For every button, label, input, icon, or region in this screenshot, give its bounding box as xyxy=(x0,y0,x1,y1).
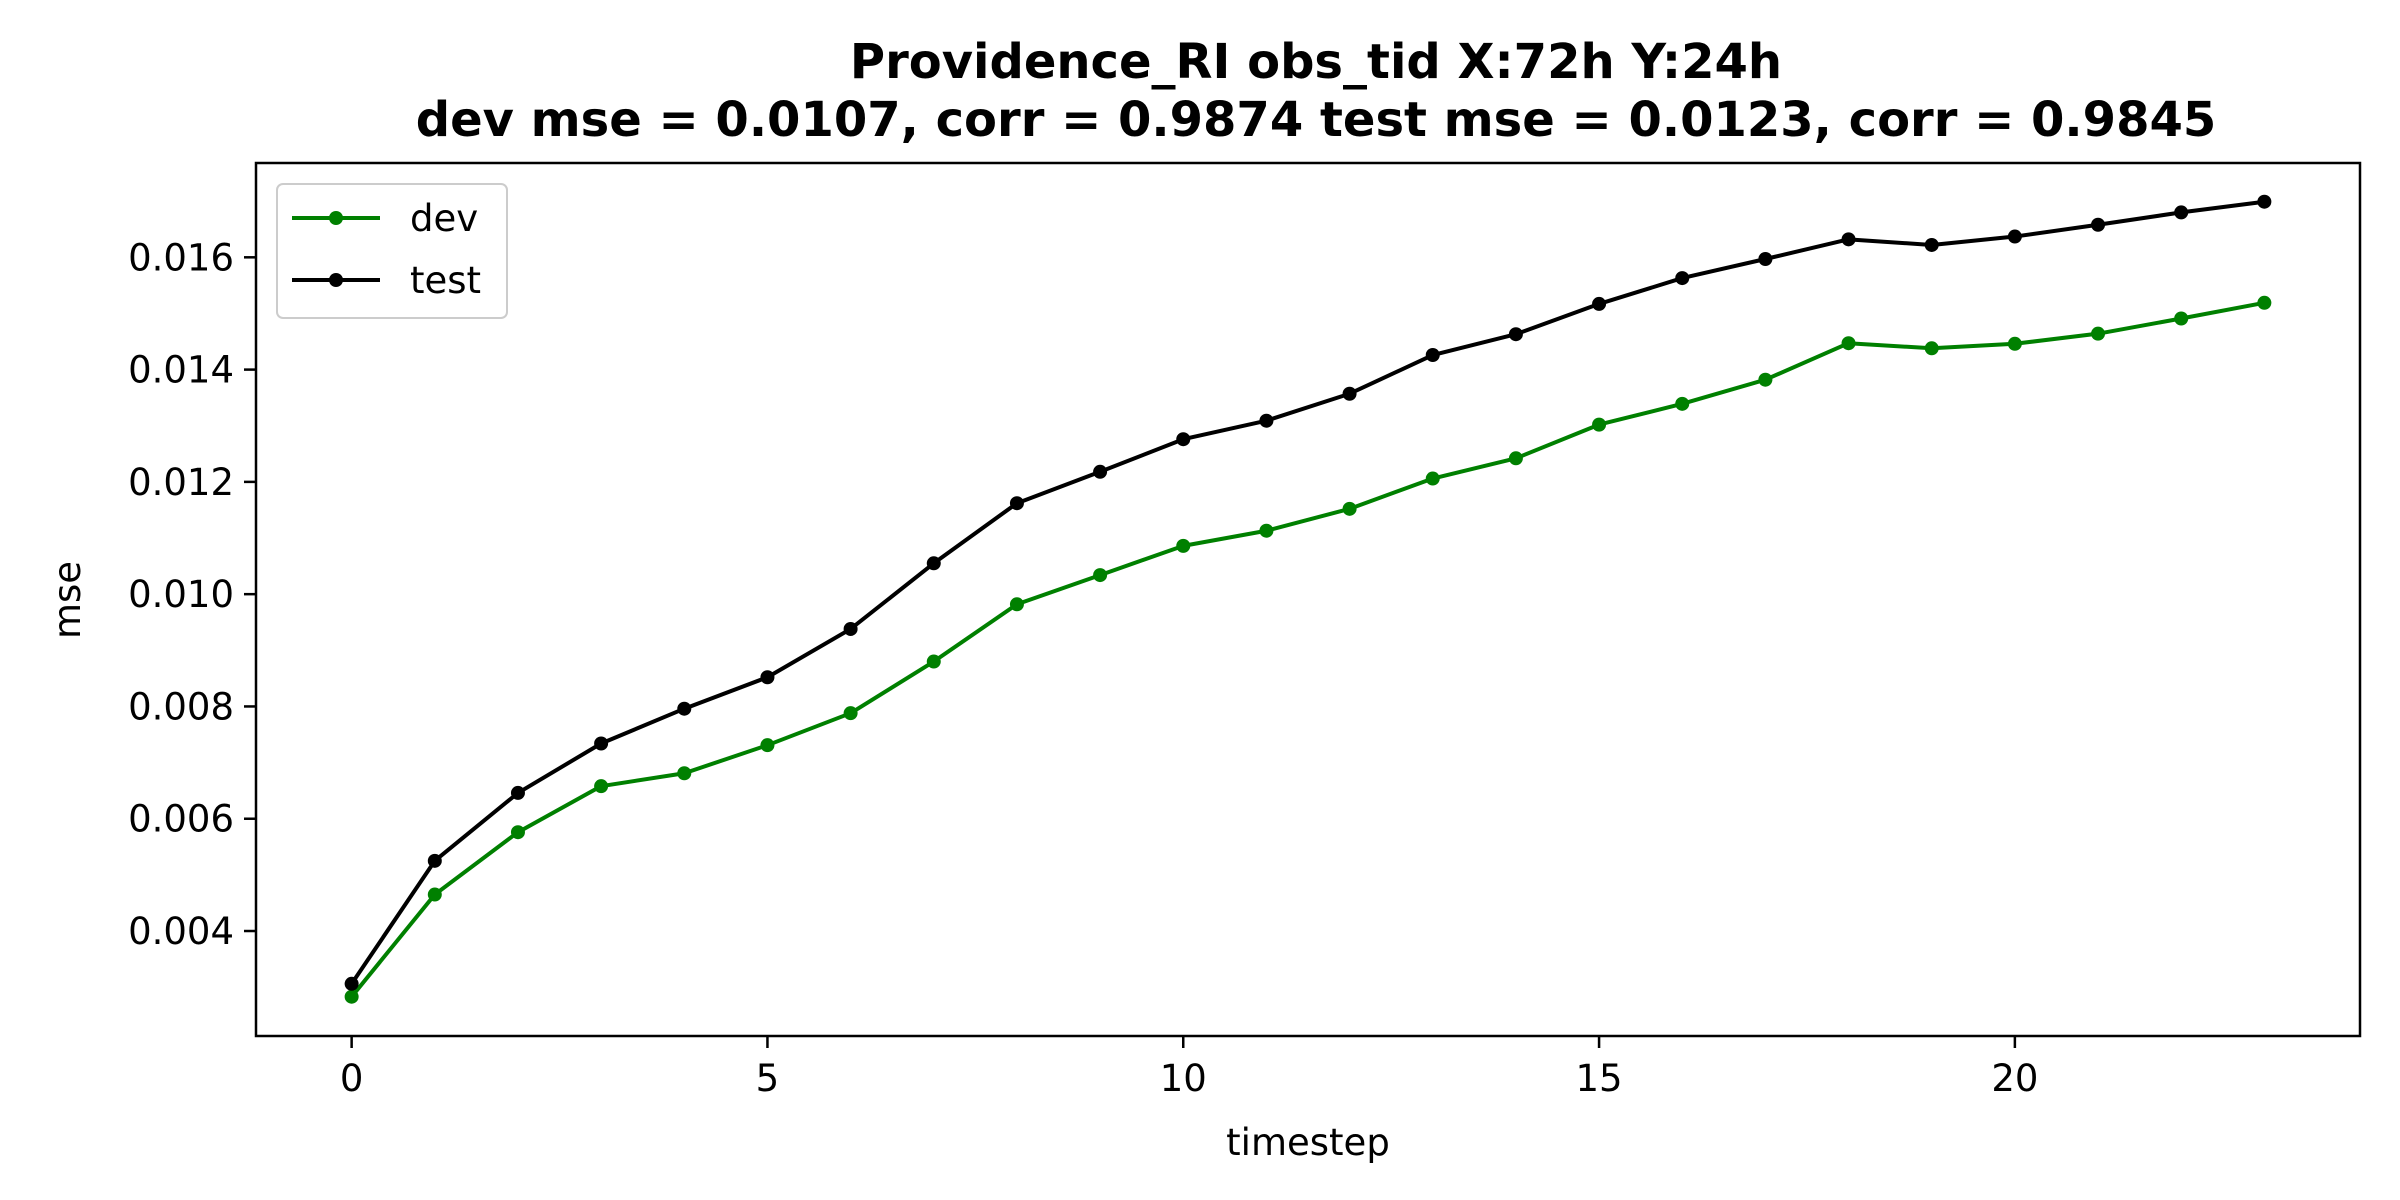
series-line-test xyxy=(349,199,2265,985)
y-tick-label: 0.012 xyxy=(128,461,234,504)
legend-marker-dev xyxy=(329,211,343,225)
data-point-test xyxy=(760,670,775,685)
data-point-test xyxy=(843,621,858,636)
data-point-test xyxy=(1758,252,1773,267)
data-point-test xyxy=(677,701,692,716)
data-point-test xyxy=(510,785,525,800)
series-line-dev xyxy=(350,300,2265,998)
data-point-test xyxy=(2007,229,2022,244)
y-axis: 0.004 0.006 0.008 0.010 0.012 0.014 0.016 xyxy=(128,236,256,953)
data-point-dev xyxy=(1675,396,1690,411)
data-point-dev xyxy=(2257,295,2272,310)
data-point-dev xyxy=(1425,471,1440,486)
data-point-dev xyxy=(1758,372,1773,387)
data-point-dev xyxy=(1841,336,1856,351)
x-axis: 0 5 10 15 20 xyxy=(340,1036,2038,1100)
data-point-dev xyxy=(1924,341,1939,356)
y-axis-label: mse xyxy=(46,561,89,639)
plot-area xyxy=(254,161,2362,1038)
data-point-test xyxy=(344,976,359,991)
data-point-dev xyxy=(510,825,525,840)
data-point-dev xyxy=(1342,501,1357,516)
data-point-test xyxy=(427,853,442,868)
data-point-dev xyxy=(926,654,941,669)
series-layer xyxy=(344,194,2272,1004)
data-point-dev xyxy=(427,887,442,902)
x-tick-label: 0 xyxy=(340,1057,364,1100)
data-point-test xyxy=(2257,194,2272,209)
data-point-dev xyxy=(2174,311,2189,326)
x-tick-label: 15 xyxy=(1576,1057,1623,1100)
data-point-dev xyxy=(1176,538,1191,553)
data-point-dev xyxy=(1592,417,1607,432)
chart-title: Providence_RI obs_tid X:72h Y:24h xyxy=(850,34,1782,90)
data-point-dev xyxy=(2007,336,2022,351)
data-point-dev xyxy=(1093,568,1108,583)
data-point-test xyxy=(594,736,609,751)
y-tick-label: 0.008 xyxy=(128,685,234,728)
data-point-test xyxy=(1259,413,1274,428)
data-point-test xyxy=(1093,464,1108,479)
x-tick-label: 5 xyxy=(756,1057,780,1100)
legend-marker-test xyxy=(329,273,343,287)
data-point-test xyxy=(1508,327,1523,342)
data-point-test xyxy=(1675,271,1690,286)
data-point-test xyxy=(2174,205,2189,220)
data-point-test xyxy=(1009,496,1024,511)
data-point-test xyxy=(1425,348,1440,363)
data-point-dev xyxy=(1508,451,1523,466)
data-point-dev xyxy=(843,706,858,721)
legend: dev test xyxy=(276,183,508,319)
y-tick-label: 0.004 xyxy=(128,910,234,953)
data-point-dev xyxy=(594,779,609,794)
data-point-test xyxy=(1924,237,1939,252)
data-point-dev xyxy=(1009,597,1024,612)
legend-label-dev: dev xyxy=(410,197,478,240)
legend-label-test: test xyxy=(410,259,481,302)
data-point-test xyxy=(926,556,941,571)
y-tick-label: 0.016 xyxy=(128,236,234,279)
data-point-test xyxy=(2091,217,2106,232)
data-point-dev xyxy=(677,766,692,781)
data-point-test xyxy=(1176,432,1191,447)
y-tick-label: 0.006 xyxy=(128,798,234,841)
data-point-test xyxy=(1342,386,1357,401)
y-tick-label: 0.014 xyxy=(128,349,234,392)
x-tick-label: 20 xyxy=(1991,1057,2038,1100)
data-point-dev xyxy=(344,989,359,1004)
y-tick-label: 0.010 xyxy=(128,573,234,616)
x-axis-label: timestep xyxy=(1226,1121,1390,1164)
data-point-dev xyxy=(1259,523,1274,538)
data-point-dev xyxy=(2091,326,2106,341)
data-point-test xyxy=(1841,232,1856,247)
data-point-test xyxy=(1592,296,1607,311)
chart-subtitle: dev mse = 0.0107, corr = 0.9874 test mse… xyxy=(416,92,2217,148)
x-tick-label: 10 xyxy=(1160,1057,1207,1100)
data-point-dev xyxy=(760,738,775,753)
